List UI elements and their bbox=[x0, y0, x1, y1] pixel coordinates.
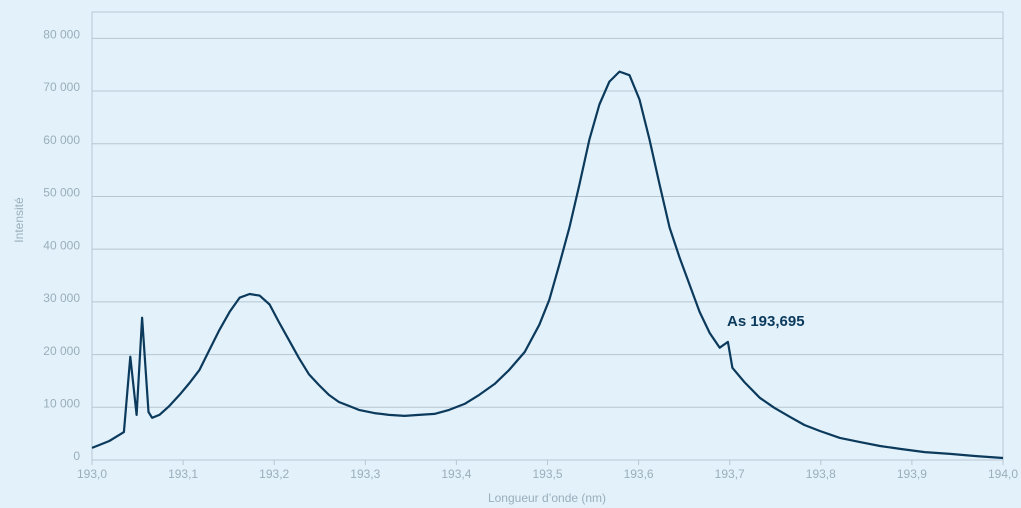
x-tick-label: 193,2 bbox=[259, 467, 289, 481]
annotation: As 193,695 bbox=[727, 313, 805, 330]
y-tick-label: 80 000 bbox=[43, 28, 80, 42]
x-tick-label: 193,9 bbox=[897, 467, 927, 481]
x-tick-label: 193,3 bbox=[350, 467, 380, 481]
y-tick-label: 30 000 bbox=[43, 291, 80, 305]
y-tick-label: 70 000 bbox=[43, 80, 80, 94]
x-tick-label: 193,1 bbox=[168, 467, 198, 481]
y-tick-label: 20 000 bbox=[43, 344, 80, 358]
x-tick-label: 193,8 bbox=[806, 467, 836, 481]
plot-frame bbox=[91, 11, 1004, 461]
x-tick-label: 193,5 bbox=[532, 467, 562, 481]
x-tick-label: 193,0 bbox=[77, 467, 107, 481]
y-tick-label: 60 000 bbox=[43, 133, 80, 147]
x-tick-label: 193,4 bbox=[441, 467, 471, 481]
y-tick-label: 0 bbox=[73, 449, 80, 463]
x-tick-label: 193,6 bbox=[624, 467, 654, 481]
y-axis-label: Intensité bbox=[12, 197, 26, 243]
y-tick-label: 10 000 bbox=[43, 396, 80, 410]
x-tick-label: 194,0 bbox=[988, 467, 1018, 481]
x-tick-label: 193,7 bbox=[715, 467, 745, 481]
y-tick-label: 40 000 bbox=[43, 238, 80, 252]
x-axis-label: Longueur d’onde (nm) bbox=[488, 491, 606, 505]
y-tick-label: 50 000 bbox=[43, 186, 80, 200]
spectrum-line bbox=[91, 70, 1004, 460]
